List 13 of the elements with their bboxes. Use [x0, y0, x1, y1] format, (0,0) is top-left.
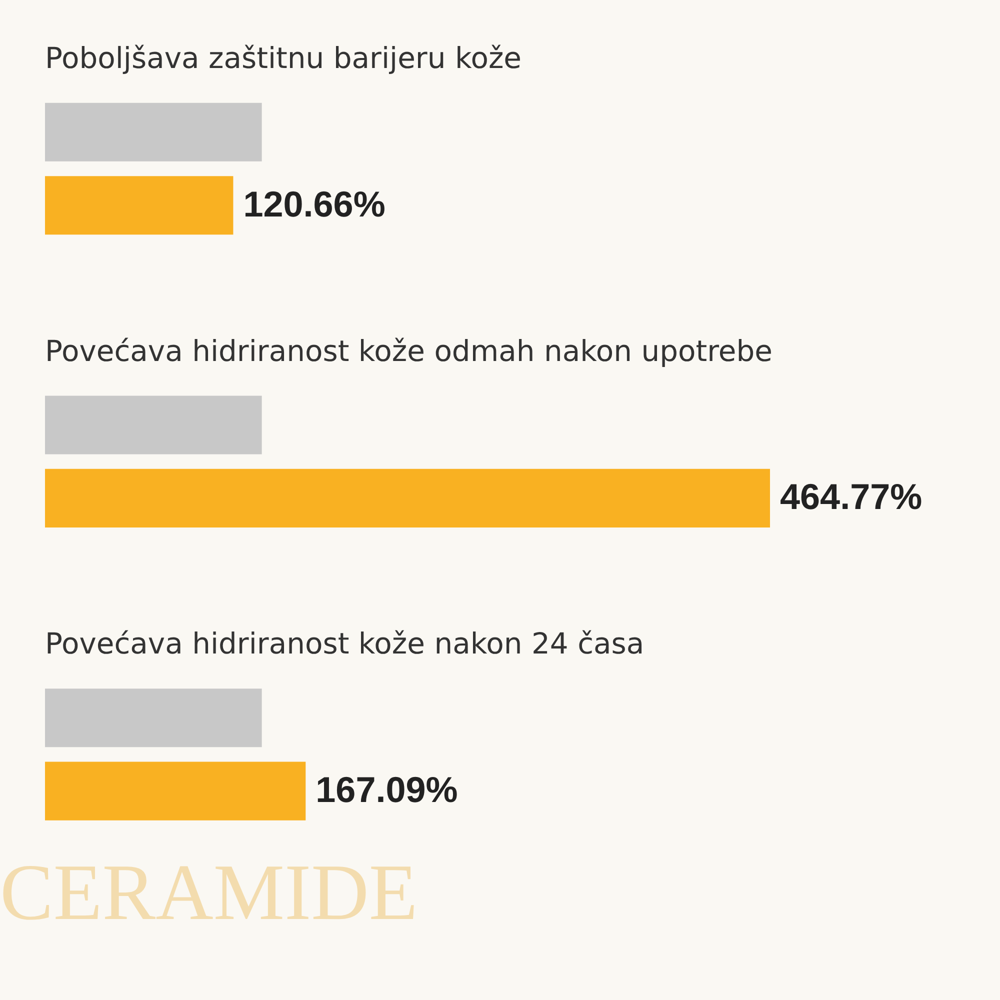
bar: [45, 688, 262, 748]
annotation: CERAMIDE: [0, 849, 418, 937]
y-tick-label: Povećava hidriranost kože nakon 24 časa: [45, 626, 644, 661]
y-tick-label: Povećava hidriranost kože odmah nakon upotrebe: [45, 334, 772, 368]
data-label: 464.77%: [780, 476, 922, 518]
y-tick-label: Poboljšava zaštitnu barijeru kože: [45, 40, 522, 75]
data-label: 167.09%: [316, 769, 458, 810]
bar: [45, 176, 234, 235]
bar: [45, 102, 262, 162]
bar: [45, 396, 262, 454]
bar: [45, 468, 770, 528]
data-label: 120.66%: [243, 183, 386, 224]
bar: [45, 762, 306, 820]
